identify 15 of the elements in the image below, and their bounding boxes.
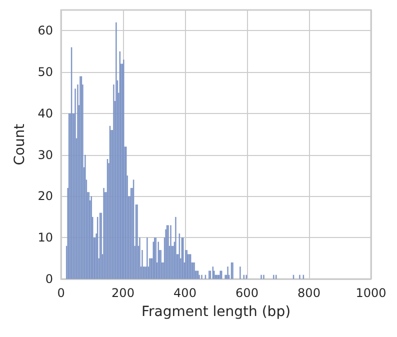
x-tick-label: 400: [174, 286, 196, 300]
x-tick-label: 1000: [356, 286, 386, 300]
x-tick-label: 600: [236, 286, 258, 300]
y-tick-label: 20: [38, 189, 53, 204]
y-tick-label: 0: [45, 272, 53, 286]
x-axis-title: Fragment length (bp): [141, 304, 291, 320]
y-tick-label: 50: [38, 65, 53, 80]
x-tick-label: 0: [57, 286, 65, 300]
y-tick-label: 40: [38, 106, 53, 120]
y-tick-label: 60: [38, 24, 53, 38]
y-axis-title: Count: [12, 123, 28, 166]
y-tick-label: 30: [38, 148, 53, 162]
x-tick-label: 200: [112, 286, 134, 300]
y-tick-label: 10: [38, 230, 53, 245]
x-tick-label: 800: [298, 286, 320, 300]
